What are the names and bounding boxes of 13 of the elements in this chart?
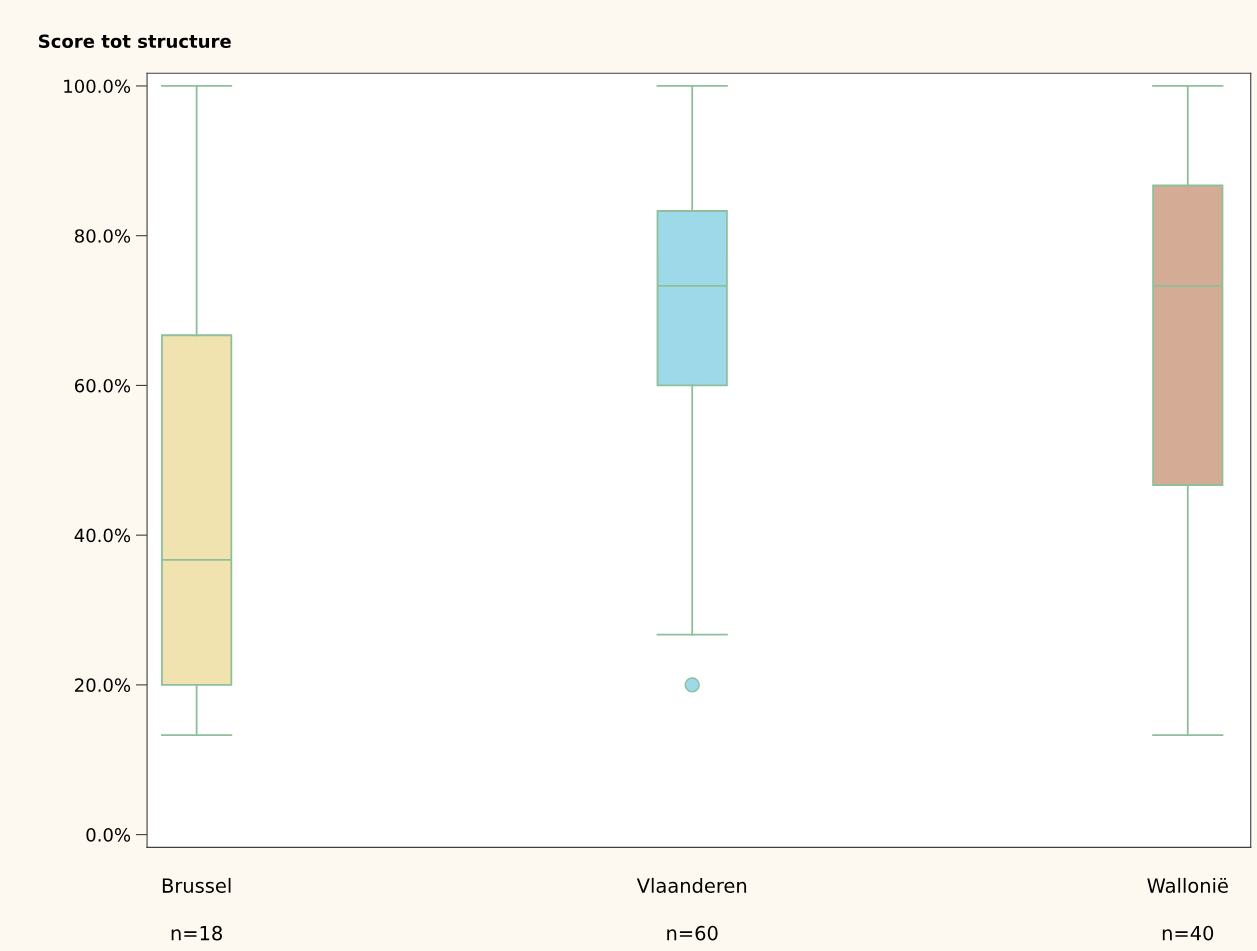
y-tick-label: 20.0% bbox=[75, 678, 131, 692]
chart-title: Score tot structure bbox=[39, 34, 231, 49]
x-tick-label: Brussel bbox=[162, 877, 231, 893]
x-tick-label: Vlaanderen bbox=[636, 877, 747, 893]
y-tick-label: 60.0% bbox=[75, 378, 131, 393]
text: n=18 bbox=[171, 925, 222, 941]
x-tick-label: Wallonië bbox=[1147, 877, 1228, 893]
text: n=40 bbox=[1162, 925, 1214, 941]
y-tick-label: 40.0% bbox=[74, 528, 131, 543]
text: n=60 bbox=[667, 925, 718, 941]
y-tick-label: 0.0% bbox=[86, 828, 131, 842]
y-tick-label: 80.0% bbox=[74, 229, 131, 243]
y-tick-label: 100.0% bbox=[64, 79, 131, 94]
